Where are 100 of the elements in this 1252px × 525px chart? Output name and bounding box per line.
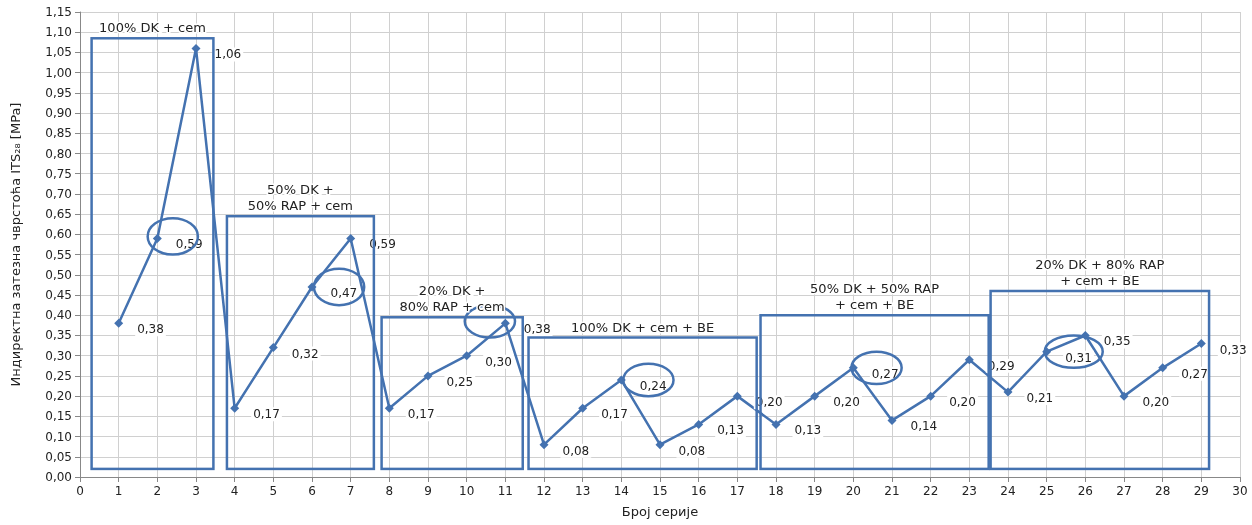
data-label: 0,38 <box>523 322 551 337</box>
x-tick-label: 28 <box>1155 484 1171 498</box>
data-label: 0,20 <box>1142 395 1170 410</box>
data-label: 0,35 <box>1103 334 1131 349</box>
point <box>268 343 278 353</box>
y-tick-label: 0,15 <box>45 409 72 424</box>
x-tick-label: 11 <box>497 484 513 498</box>
data-label: 0,27 <box>871 366 899 381</box>
x-tick-label: 20 <box>845 484 861 498</box>
y-tick-label: 0,55 <box>45 247 72 262</box>
x-tick-label: 0 <box>76 484 84 498</box>
x-tick-label: 29 <box>1193 484 1209 498</box>
x-tick-label: 25 <box>1039 484 1055 498</box>
point <box>1196 339 1206 349</box>
data-label: 1,06 <box>214 47 242 62</box>
point <box>810 391 820 401</box>
data-label: 0,17 <box>601 407 628 422</box>
point <box>346 233 356 243</box>
x-tick-label: 13 <box>575 484 591 498</box>
point <box>655 440 665 450</box>
x-tick-label: 6 <box>308 484 316 498</box>
y-tick-label: 0,85 <box>45 126 72 141</box>
x-tick-label: 17 <box>729 484 745 498</box>
y-tick-label: 0,50 <box>45 267 72 282</box>
data-label: 0,32 <box>291 346 319 361</box>
y-tick-label: 0,05 <box>45 449 72 464</box>
y-tick-label: 0,20 <box>45 389 72 404</box>
y-tick-label: 0,75 <box>45 166 72 181</box>
point <box>114 318 124 328</box>
y-tick-label: 1,05 <box>45 45 72 60</box>
y-tick-label: 0,80 <box>45 146 72 161</box>
point <box>578 403 588 413</box>
y-axis-title: Индиректна затезна чврстоћа ITS₂₈ [MPa] <box>8 102 23 387</box>
y-tick-label: 0,40 <box>45 308 72 323</box>
x-tick-label: 21 <box>884 484 900 498</box>
y-tick-label: 1,15 <box>45 5 72 19</box>
data-label: 0,25 <box>446 374 474 389</box>
y-tick-label: 0,00 <box>45 470 72 484</box>
x-tick-label: 30 <box>1232 484 1248 498</box>
x-tick-label: 26 <box>1077 484 1093 498</box>
y-tick-label: 0,60 <box>45 227 72 242</box>
y-tick-label: 0,25 <box>45 368 72 383</box>
y-tick-label: 0,30 <box>45 348 72 363</box>
point <box>423 371 433 381</box>
y-tick-label: 1,10 <box>45 25 72 40</box>
y-tick-label: 0,90 <box>45 106 72 121</box>
data-label: 0,27 <box>1181 366 1208 381</box>
x-tick-label: 16 <box>691 484 707 498</box>
point <box>964 355 974 365</box>
point <box>1119 391 1129 401</box>
x-tick-label: 15 <box>652 484 668 498</box>
annotation: 100% DK + cem <box>99 20 206 36</box>
point <box>539 440 549 450</box>
data-label: 0,08 <box>562 443 590 458</box>
x-tick-label: 5 <box>269 484 278 498</box>
data-label: 0,14 <box>910 419 938 434</box>
point <box>694 419 704 429</box>
x-tick-label: 12 <box>536 484 552 498</box>
x-tick-label: 2 <box>153 484 162 498</box>
data-label: 0,31 <box>1065 350 1092 365</box>
x-tick-label: 27 <box>1116 484 1132 498</box>
data-label: 0,47 <box>330 285 358 300</box>
data-label: 0,17 <box>407 407 435 422</box>
y-tick-label: 0,95 <box>45 85 72 100</box>
annotation: 100% DK + cem + BE <box>571 319 715 335</box>
data-label: 0,20 <box>949 395 976 410</box>
x-axis-title: Број серије <box>621 504 699 519</box>
y-tick-label: 1,00 <box>45 65 72 80</box>
point <box>926 391 936 401</box>
data-label: 0,24 <box>639 378 667 393</box>
x-tick-label: 4 <box>230 484 239 498</box>
x-tick-label: 3 <box>192 484 200 498</box>
y-tick-label: 0,70 <box>45 186 72 201</box>
point <box>1158 363 1168 373</box>
point <box>500 318 510 328</box>
x-tick-label: 23 <box>961 484 977 498</box>
x-tick-label: 19 <box>807 484 823 498</box>
point <box>191 43 201 53</box>
data-label: 0,08 <box>678 443 706 458</box>
x-tick-label: 8 <box>385 484 394 498</box>
point <box>887 415 897 425</box>
x-tick-label: 14 <box>613 484 629 498</box>
x-tick-label: 24 <box>1000 484 1016 498</box>
x-tick-label: 22 <box>923 484 939 498</box>
data-label: 0,30 <box>485 354 512 369</box>
y-tick-label: 0,10 <box>45 429 72 444</box>
x-tick-label: 7 <box>346 484 355 498</box>
data-label: 0,33 <box>1219 342 1247 357</box>
data-label: 0,38 <box>137 322 164 337</box>
point <box>771 419 781 429</box>
data-label: 0,13 <box>717 423 744 438</box>
x-tick-label: 1 <box>114 484 123 498</box>
y-tick-label: 0,35 <box>45 328 72 343</box>
point <box>384 403 394 413</box>
point <box>732 391 742 401</box>
point <box>152 233 162 243</box>
x-tick-label: 9 <box>424 484 432 498</box>
x-tick-label: 18 <box>768 484 784 498</box>
point <box>230 403 240 413</box>
data-label: 0,20 <box>833 395 860 410</box>
